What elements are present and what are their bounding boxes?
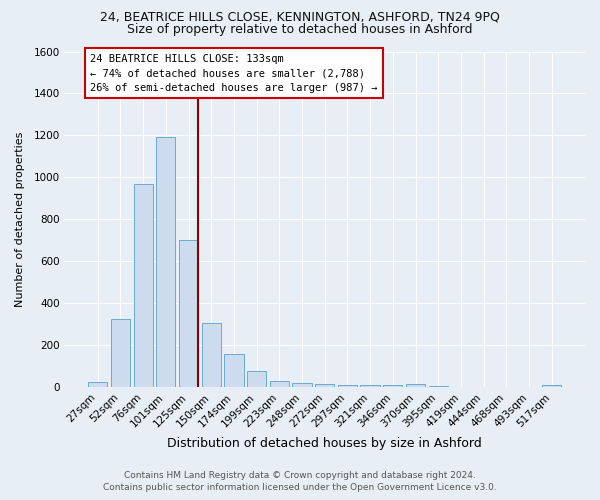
- Bar: [361, 386, 380, 387]
- Bar: [88, 382, 107, 387]
- Bar: [247, 371, 266, 387]
- Bar: [428, 386, 448, 387]
- Y-axis label: Number of detached properties: Number of detached properties: [15, 132, 25, 307]
- Text: Contains HM Land Registry data © Crown copyright and database right 2024.
Contai: Contains HM Land Registry data © Crown c…: [103, 471, 497, 492]
- X-axis label: Distribution of detached houses by size in Ashford: Distribution of detached houses by size …: [167, 437, 482, 450]
- Bar: [156, 138, 175, 387]
- Bar: [269, 380, 289, 387]
- Bar: [292, 383, 311, 387]
- Bar: [406, 384, 425, 387]
- Bar: [383, 385, 403, 387]
- Bar: [111, 319, 130, 387]
- Text: 24, BEATRICE HILLS CLOSE, KENNINGTON, ASHFORD, TN24 9PQ: 24, BEATRICE HILLS CLOSE, KENNINGTON, AS…: [100, 10, 500, 23]
- Bar: [224, 354, 244, 387]
- Bar: [315, 384, 334, 387]
- Text: 24 BEATRICE HILLS CLOSE: 133sqm
← 74% of detached houses are smaller (2,788)
26%: 24 BEATRICE HILLS CLOSE: 133sqm ← 74% of…: [90, 54, 377, 93]
- Bar: [542, 385, 562, 387]
- Bar: [134, 184, 153, 387]
- Bar: [202, 323, 221, 387]
- Bar: [179, 240, 198, 387]
- Text: Size of property relative to detached houses in Ashford: Size of property relative to detached ho…: [127, 22, 473, 36]
- Bar: [338, 385, 357, 387]
